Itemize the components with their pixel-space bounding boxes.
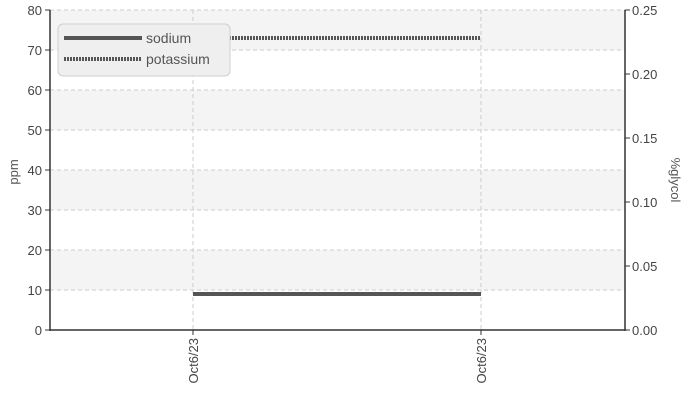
right-y-axis-ticks: 0.00 0.05 0.10 0.15 0.20 0.25	[625, 3, 657, 338]
left-y-axis-ticks: 0 10 20 30 40 50 60 70 80	[28, 3, 50, 338]
y-right-tick-label: 0.05	[632, 259, 657, 274]
y-left-tick-label: 40	[28, 163, 42, 178]
y-right-tick-label: 0.20	[632, 67, 657, 82]
x-tick-label: Oct6/23	[186, 338, 201, 384]
grid-lines	[50, 9, 625, 330]
background-band	[50, 90, 625, 130]
background-band	[50, 170, 625, 210]
y-right-tick-label: 0.15	[632, 131, 657, 146]
series-lines	[193, 36, 481, 296]
y-axis-left-label: ppm	[6, 159, 21, 184]
y-left-tick-label: 60	[28, 83, 42, 98]
y-left-tick-label: 70	[28, 43, 42, 58]
legend-box	[57, 23, 231, 77]
legend-label-potassium: potassium	[146, 51, 210, 67]
y-right-tick-label: 0.00	[632, 323, 657, 338]
background-band	[50, 250, 625, 290]
y-left-tick-label: 10	[28, 283, 42, 298]
y-right-tick-label: 0.10	[632, 195, 657, 210]
y-right-tick-label: 0.25	[632, 3, 657, 18]
x-axis-ticks: Oct6/23 Oct6/23	[186, 330, 489, 384]
y-axis-right-label: %glycol	[668, 158, 683, 203]
legend: sodium potassium	[57, 23, 231, 77]
y-left-tick-label: 50	[28, 123, 42, 138]
legend-label-sodium: sodium	[146, 30, 191, 46]
y-left-tick-label: 80	[28, 3, 42, 18]
y-left-tick-label: 0	[35, 323, 42, 338]
x-tick-label: Oct6/23	[474, 338, 489, 384]
y-left-tick-label: 20	[28, 243, 42, 258]
y-left-tick-label: 30	[28, 203, 42, 218]
